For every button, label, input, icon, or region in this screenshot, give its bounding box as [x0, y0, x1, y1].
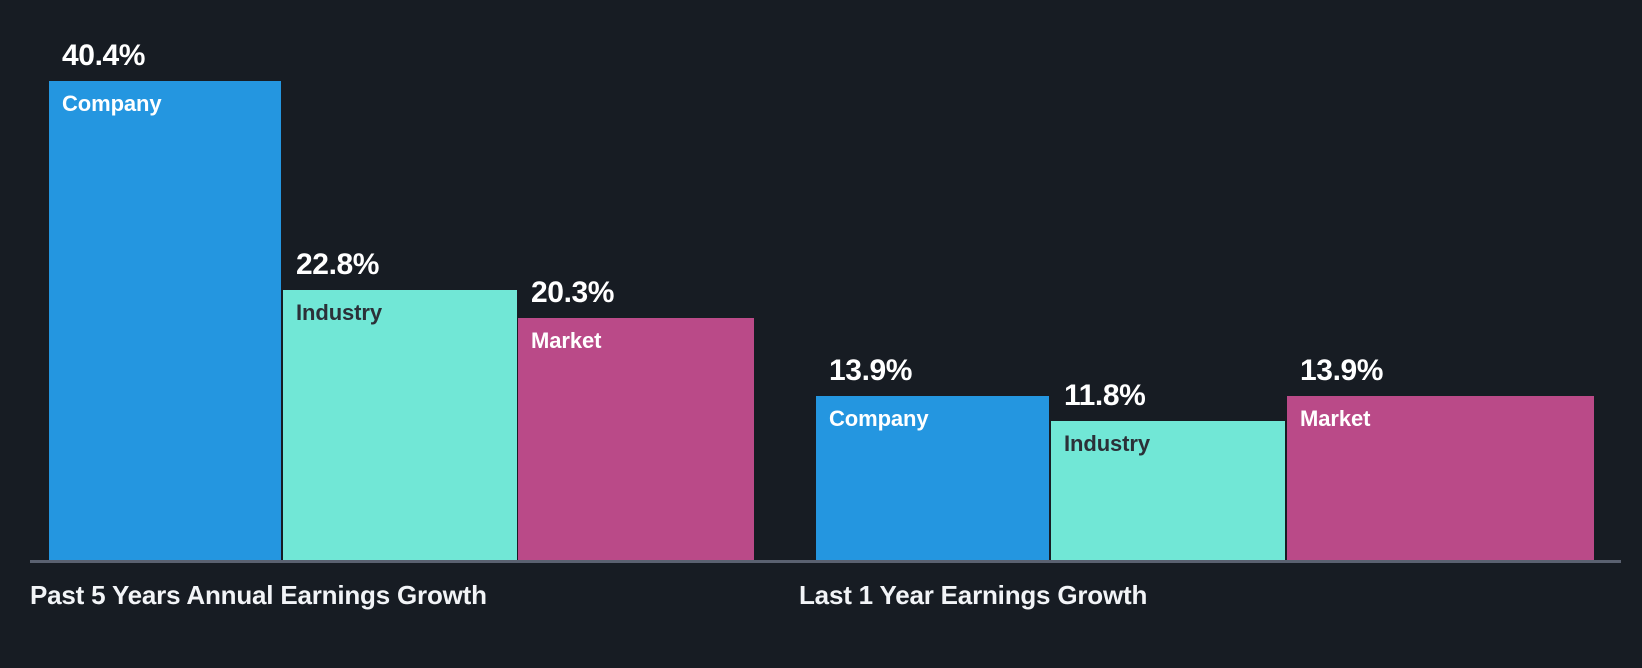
- bar-fill-industry: [1051, 421, 1285, 561]
- bar-fill-company: [49, 81, 281, 561]
- bar-label-industry: Industry: [1064, 431, 1150, 456]
- bar-label-market: Market: [1300, 406, 1371, 431]
- bar-value-market: 13.9%: [1300, 354, 1384, 387]
- bar-fill-industry: [283, 290, 517, 561]
- bar-value-industry: 11.8%: [1064, 379, 1146, 412]
- bar-label-company: Company: [62, 91, 162, 116]
- bar-industry-past-5-years[interactable]: 22.8% Industry: [283, 248, 517, 561]
- bar-label-company: Company: [829, 406, 929, 431]
- chart-panel-last-1-year: 13.9% Company 11.8% Industry 13.9% Marke…: [790, 0, 1642, 668]
- bar-company-past-5-years[interactable]: 40.4% Company: [49, 39, 281, 561]
- axis-baseline-last-1-year: [801, 560, 1621, 563]
- bar-industry-last-1-year[interactable]: 11.8% Industry: [1051, 379, 1285, 561]
- bar-value-company: 40.4%: [62, 39, 146, 72]
- chart-caption-last-1-year: Last 1 Year Earnings Growth: [799, 580, 1148, 610]
- bar-market-last-1-year[interactable]: 13.9% Market: [1287, 354, 1594, 561]
- bar-company-last-1-year[interactable]: 13.9% Company: [816, 354, 1049, 561]
- chart-caption-past-5-years: Past 5 Years Annual Earnings Growth: [30, 580, 487, 610]
- plot-area-past-5-years: 40.4% Company 22.8% Industry 20.3% Marke…: [0, 0, 805, 563]
- bar-fill-market: [1287, 396, 1594, 561]
- bar-market-past-5-years[interactable]: 20.3% Market: [518, 276, 754, 561]
- bar-fill-company: [816, 396, 1049, 561]
- axis-baseline-past-5-years: [30, 560, 805, 563]
- bar-fill-market: [518, 318, 754, 561]
- bar-label-market: Market: [531, 328, 602, 353]
- bar-value-market: 20.3%: [531, 276, 615, 309]
- bar-label-industry: Industry: [296, 300, 382, 325]
- plot-area-last-1-year: 13.9% Company 11.8% Industry 13.9% Marke…: [790, 0, 1642, 563]
- bar-value-industry: 22.8%: [296, 248, 380, 281]
- bar-value-company: 13.9%: [829, 354, 913, 387]
- chart-panel-past-5-years: 40.4% Company 22.8% Industry 20.3% Marke…: [0, 0, 805, 668]
